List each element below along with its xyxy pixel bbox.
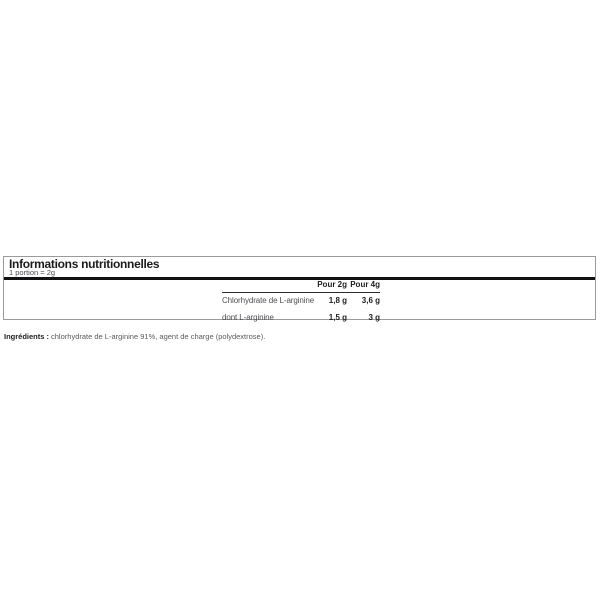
nutrition-table: Pour 2g Pour 4g Chlorhydrate de L-argini… (222, 281, 380, 326)
nutrient-value-4g: 3,6 g (361, 296, 380, 305)
nutrient-value-4g: 3 g (368, 313, 380, 322)
panel-title: Informations nutritionnelles (9, 257, 160, 271)
nutrient-label: Chlorhydrate de L-arginine (222, 296, 315, 305)
portion-note: 1 portion = 2g (9, 268, 56, 277)
nutrient-value-2g: 1,5 g (328, 313, 347, 322)
nutrition-facts-panel: Informations nutritionnelles 1 portion =… (3, 256, 596, 322)
table-header-row: Pour 2g Pour 4g (222, 281, 380, 293)
ingredients-label: Ingrédients : (4, 332, 50, 341)
ingredients-text: chlorhydrate de L-arginine 91%, agent de… (51, 332, 266, 341)
empty-header-cell (222, 281, 314, 293)
ingredients-line: Ingrédients : chlorhydrate de L-arginine … (4, 332, 265, 341)
heavy-divider (4, 277, 595, 280)
column-header-pour-4g: Pour 4g (347, 281, 380, 293)
table-row: Chlorhydrate de L-arginine 1,8 g 3,6 g (222, 293, 380, 311)
nutrient-value-2g: 1,8 g (328, 296, 347, 305)
nutrient-label: dont L-arginine (222, 313, 274, 322)
column-header-pour-2g: Pour 2g (314, 281, 347, 293)
table-row: dont L-arginine 1,5 g 3 g (222, 310, 380, 326)
